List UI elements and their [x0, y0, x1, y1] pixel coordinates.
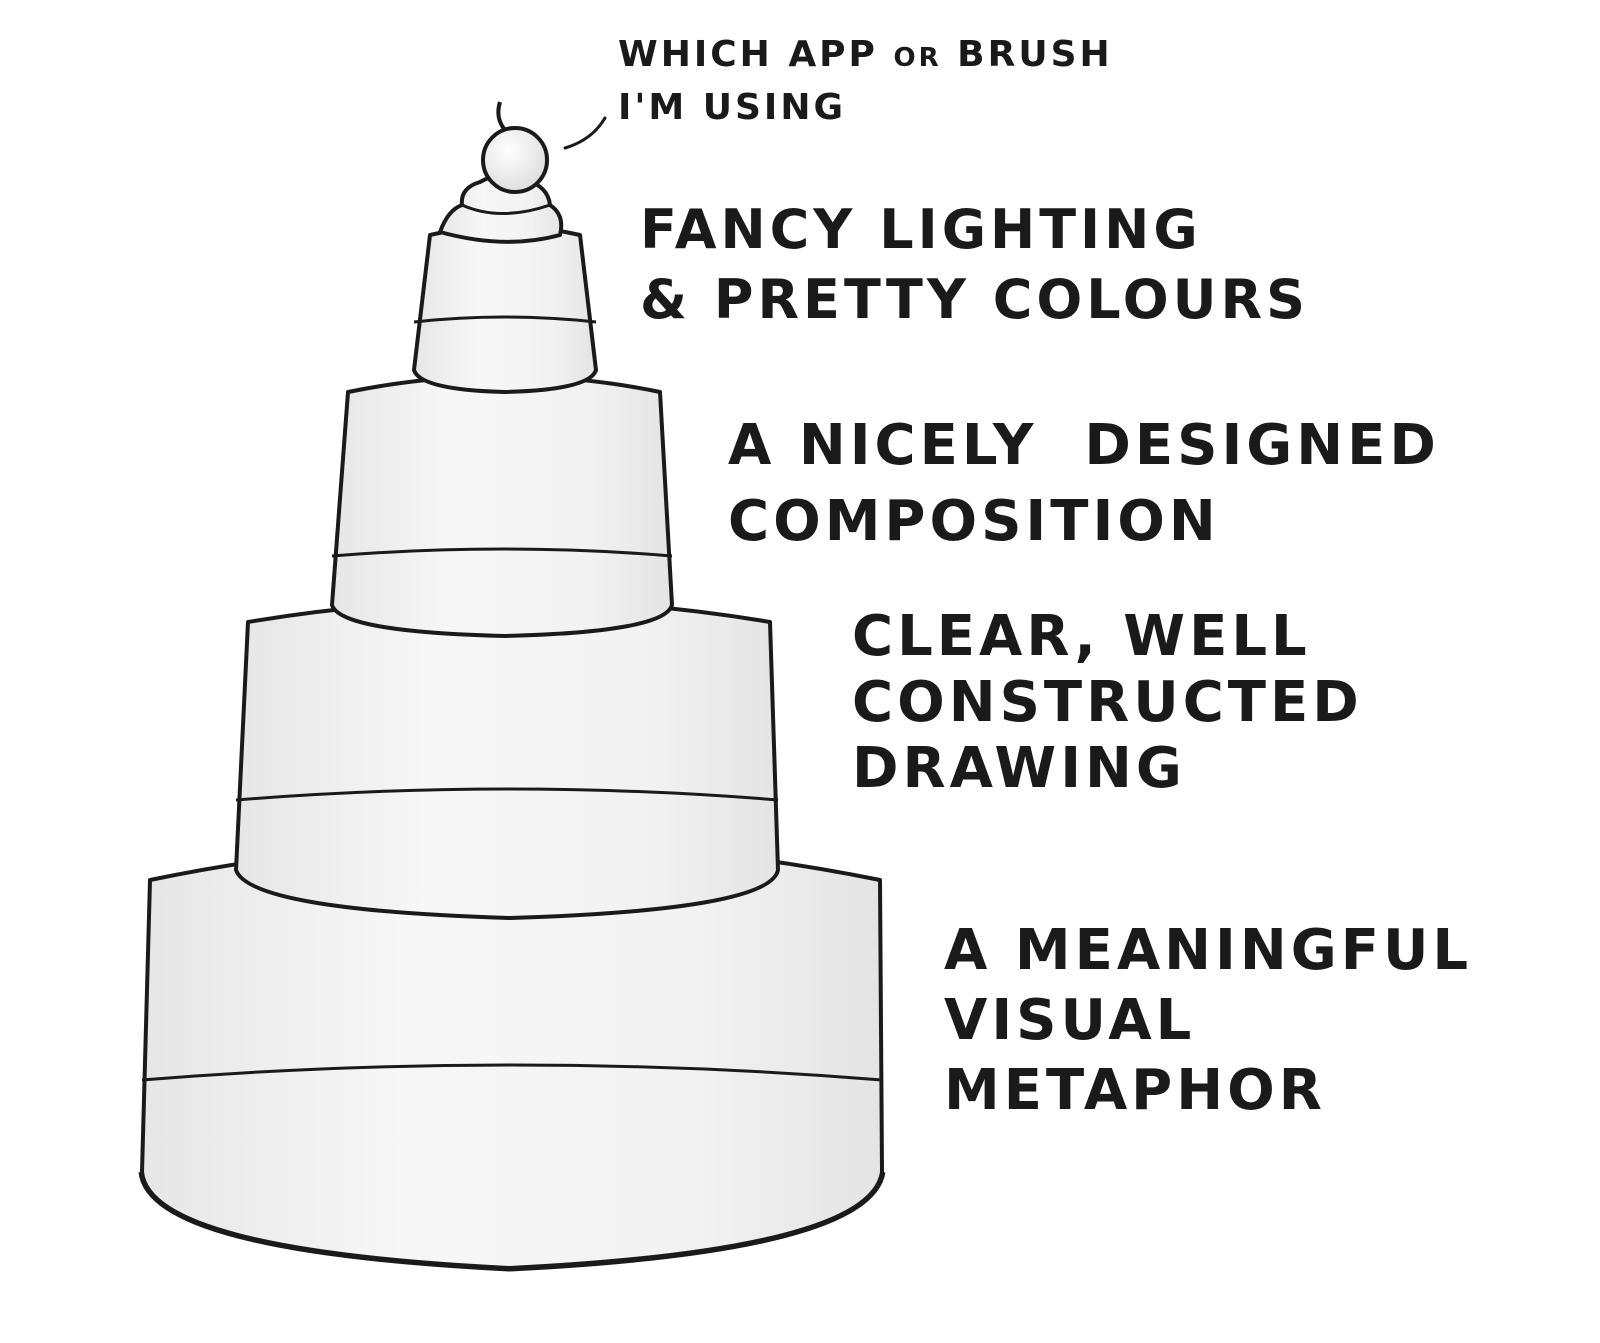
label-cherry: Which app or brush I'm using [618, 30, 1113, 133]
label-tier-1-line2: & pretty colours [640, 268, 1309, 331]
cherry-stem [496, 101, 507, 132]
label-tier-3-line2: constructed [852, 670, 1363, 735]
label-tier-3: Clear, well constructed drawing [852, 604, 1363, 802]
label-tier-4-line2: visual [944, 988, 1196, 1053]
cake-tier-4-band [141, 1063, 883, 1082]
cherry [481, 126, 549, 194]
label-tier-4-line1: A meaningful [944, 918, 1473, 983]
label-cherry-line1b: brush [957, 34, 1113, 75]
cake-tier-2-band [331, 547, 673, 558]
cream-swirl-detail [461, 203, 551, 215]
cake-tier-1-band [413, 315, 597, 324]
cake-tier-2 [330, 374, 674, 638]
label-tier-2: A nicely designed composition [728, 408, 1440, 560]
label-tier-2-line2: composition [728, 489, 1220, 554]
cake-tier-3 [234, 598, 780, 920]
label-cherry-line2: I'm using [618, 87, 847, 128]
label-tier-4: A meaningful visual metaphor [944, 916, 1472, 1126]
label-cherry-or: or [893, 43, 942, 73]
label-cherry-line1a: Which app [618, 34, 878, 75]
label-tier-1: Fancy lighting & pretty colours [640, 195, 1309, 335]
label-tier-3-line3: drawing [852, 736, 1186, 801]
label-tier-4-line3: metaphor [944, 1058, 1326, 1123]
cake-tier-3-band [235, 787, 779, 802]
cherry-pointer-line [563, 116, 607, 150]
label-tier-3-line1: Clear, well [852, 604, 1311, 669]
label-tier-2-line1: A nicely designed [728, 413, 1440, 478]
cake-tier-1 [412, 224, 598, 394]
label-tier-1-line1: Fancy lighting [640, 198, 1202, 261]
